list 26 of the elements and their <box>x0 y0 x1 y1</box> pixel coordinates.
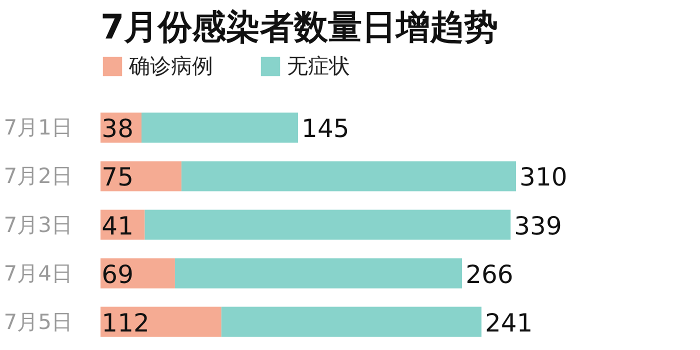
y-tick-label: 7月1日 <box>4 116 73 140</box>
bar <box>181 161 516 192</box>
y-tick-label: 7月5日 <box>4 310 73 334</box>
data-label: 38 <box>102 114 134 144</box>
bar <box>100 306 222 337</box>
data-label: 266 <box>466 260 514 289</box>
bar <box>100 161 182 192</box>
legend-label: 确诊病例 <box>129 53 213 80</box>
data-label: 112 <box>102 308 150 338</box>
bar <box>221 306 482 337</box>
bar <box>100 258 175 288</box>
bar <box>144 210 511 240</box>
data-label: 69 <box>102 260 134 289</box>
bar <box>142 112 298 143</box>
data-label: 75 <box>102 162 134 192</box>
data-label: 310 <box>520 162 568 192</box>
data-label: 241 <box>485 308 533 338</box>
data-label: 145 <box>302 114 350 144</box>
y-tick-label: 7月3日 <box>4 212 73 237</box>
chart-title: 7月份感染者数量日增趋势 <box>100 8 498 48</box>
bar <box>174 258 462 288</box>
data-label: 339 <box>514 211 562 240</box>
y-tick-label: 7月2日 <box>4 164 73 188</box>
data-label: 41 <box>102 211 134 240</box>
legend-label: 无症状 <box>287 53 350 80</box>
y-tick-label: 7月4日 <box>4 261 73 286</box>
